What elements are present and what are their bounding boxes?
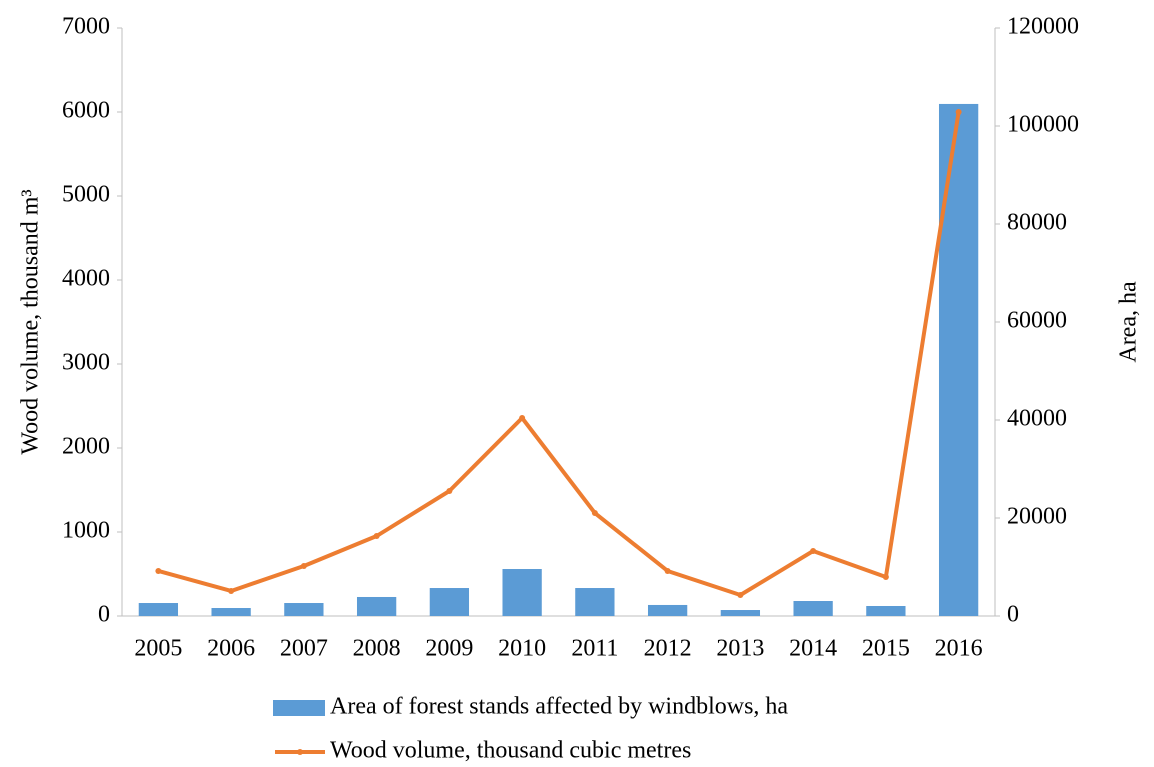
x-tick-label: 2011 xyxy=(571,636,618,662)
bar xyxy=(938,103,979,616)
y2-tick-label: 0 xyxy=(1007,602,1019,628)
x-tick-label: 2013 xyxy=(716,636,764,662)
bar xyxy=(575,588,615,616)
bar xyxy=(647,604,688,616)
line-point xyxy=(446,488,453,495)
x-tick-label: 2005 xyxy=(134,636,182,662)
x-tick-label: 2006 xyxy=(207,636,255,662)
line-point xyxy=(373,533,380,540)
y2-tick-label: 20000 xyxy=(1007,504,1067,530)
y2-tick-label: 80000 xyxy=(1007,210,1067,236)
line-point xyxy=(228,587,235,594)
line-point xyxy=(810,547,817,554)
line-point xyxy=(955,109,962,115)
y-tick-label: 1000 xyxy=(62,518,110,544)
x-tick-label: 2016 xyxy=(935,636,983,662)
y-axis-label: Wood volume, thousand m³ xyxy=(18,189,44,454)
x-tick-label: 2012 xyxy=(644,636,692,662)
y-tick-label: 7000 xyxy=(62,14,110,40)
bar xyxy=(356,596,397,616)
y2-axis-label: Area, ha xyxy=(1116,281,1142,363)
legend-swatch-point xyxy=(297,749,303,755)
bar xyxy=(793,601,833,616)
x-tick-label: 2008 xyxy=(353,636,401,662)
legend-label: Area of forest stands affected by windbl… xyxy=(330,694,788,720)
bar xyxy=(211,608,251,616)
y2-tick-label: 60000 xyxy=(1007,308,1067,334)
y2-tick-label: 40000 xyxy=(1007,406,1067,432)
y2-tick-label: 100000 xyxy=(1007,112,1079,138)
line-point xyxy=(519,415,526,422)
y-tick-label: 5000 xyxy=(62,182,110,208)
legend-swatch xyxy=(273,700,325,716)
bar xyxy=(866,606,906,616)
y-tick-label: 0 xyxy=(98,602,110,628)
legend-label: Wood volume, thousand cubic metres xyxy=(330,738,691,764)
bar xyxy=(502,569,542,616)
bar xyxy=(284,603,324,616)
line-point xyxy=(591,510,598,517)
y-tick-label: 3000 xyxy=(62,350,110,376)
x-tick-label: 2010 xyxy=(498,636,546,662)
line-point xyxy=(300,563,307,570)
x-tick-label: 2015 xyxy=(862,636,910,662)
y-tick-label: 2000 xyxy=(62,434,110,460)
line-point xyxy=(664,567,671,574)
bar xyxy=(720,610,761,616)
bar xyxy=(429,588,470,616)
y-tick-label: 4000 xyxy=(62,266,110,292)
y2-tick-label: 120000 xyxy=(1007,14,1079,40)
x-tick-label: 2009 xyxy=(425,636,473,662)
line-point xyxy=(155,567,162,574)
line-point xyxy=(882,574,889,581)
y-tick-label: 6000 xyxy=(62,98,110,124)
x-tick-label: 2007 xyxy=(280,636,328,662)
line xyxy=(157,111,961,597)
x-tick-label: 2014 xyxy=(789,636,837,662)
line-point xyxy=(737,592,744,598)
bar xyxy=(138,603,179,616)
